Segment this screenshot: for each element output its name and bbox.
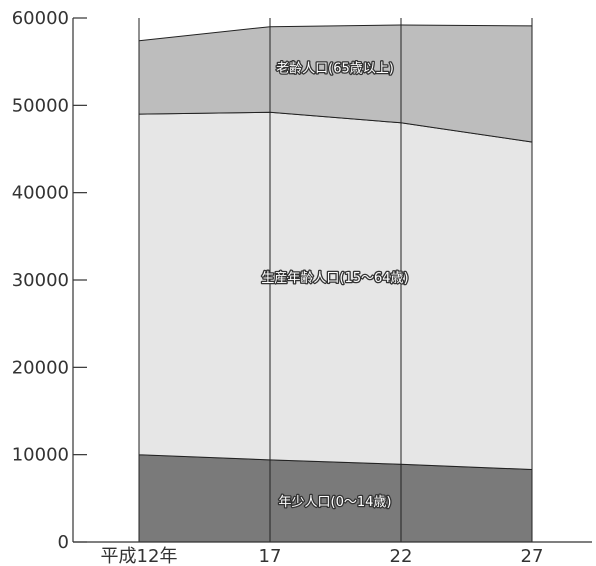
x-tick-label: 27 xyxy=(521,546,544,566)
vertical-gridlines xyxy=(138,18,533,542)
y-axis-ticks: 0 10000 20000 30000 40000 50000 60000 xyxy=(12,8,87,553)
series-label-2: 老齢人口(65歳以上) xyxy=(276,62,394,77)
y-tick-label: 40000 xyxy=(12,183,69,204)
x-tick-label: 22 xyxy=(390,546,413,566)
series-labels: 年少人口(0〜14歳) 生産年齢人口(15〜64歳) 老齢人口(65歳以上) xyxy=(260,60,410,511)
series-label-0: 年少人口(0〜14歳) xyxy=(279,495,392,510)
area-layers xyxy=(138,24,533,543)
y-tick-label: 30000 xyxy=(12,270,69,291)
series-label-1: 生産年齢人口(15〜64歳) xyxy=(261,270,408,286)
area-series-1 xyxy=(138,111,533,471)
y-tick-label: 20000 xyxy=(12,357,69,378)
y-tick-label: 60000 xyxy=(12,8,69,29)
x-tick-label: 17 xyxy=(259,546,282,566)
y-tick-label: 10000 xyxy=(12,445,69,466)
y-tick-label: 0 xyxy=(58,532,69,553)
x-tick-label: 平成12年 xyxy=(101,546,178,566)
x-axis-ticks: 平成12年 17 22 27 xyxy=(101,546,544,566)
y-tick-label: 50000 xyxy=(12,95,69,116)
